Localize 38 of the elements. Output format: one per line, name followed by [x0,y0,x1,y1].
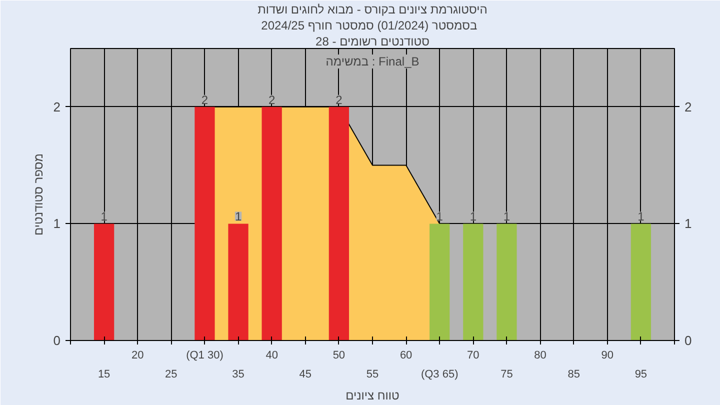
y-axis-title: מספר סטודנטים [31,153,46,236]
data-label: 1 [503,210,510,224]
x-tick-label: 85 [568,368,580,380]
y2-tick-label: 1 [684,216,692,232]
x-tick-label: 90 [601,350,614,362]
x-tick-label: (Q3 65) [420,368,458,380]
data-label: 2 [201,92,208,107]
y2-tick-label: 0 [684,333,692,348]
x-tick-label: 35 [232,368,244,380]
x-tick-label: (Q1 30) [186,350,224,362]
y2-tick-label: 2 [684,99,692,114]
y-tick-label: 0 [53,333,61,348]
data-label: 1 [470,210,477,224]
x-axis-title: טווח ציונים [346,388,400,402]
data-label: 1 [234,210,242,224]
x-tick-label: 55 [366,368,379,380]
x-tick-label: 50 [332,350,346,362]
x-tick-label: 80 [534,350,546,362]
chart-subtitle: בסמסטר (01/2024) סמסטר חורף 2024/25 [261,18,478,32]
y-tick-label: 2 [53,99,61,114]
annotation: סטודנטים רשומים - 28 [316,34,430,48]
x-tick-label: 15 [98,368,110,380]
x-tick-label: 70 [467,350,480,362]
data-label: 2 [268,92,276,107]
x-tick-label: 25 [165,368,178,380]
x-tick-label: 20 [131,350,144,362]
chart-title: היסטוגרמת ציונים בקורס - מבוא לחוגים ושדות [258,2,488,16]
data-label: 1 [100,210,108,224]
x-tick-label: 95 [634,368,648,380]
x-tick-label: 60 [400,350,412,362]
x-tick-label: 45 [299,368,312,380]
annotation: במשימה : Final_B [326,54,420,68]
data-label: 2 [336,92,343,107]
x-tick-label: 75 [500,368,513,380]
y-tick-label: 1 [53,216,61,232]
data-label: 1 [638,210,645,224]
data-label: 1 [436,210,444,224]
x-tick-label: 40 [266,350,278,362]
